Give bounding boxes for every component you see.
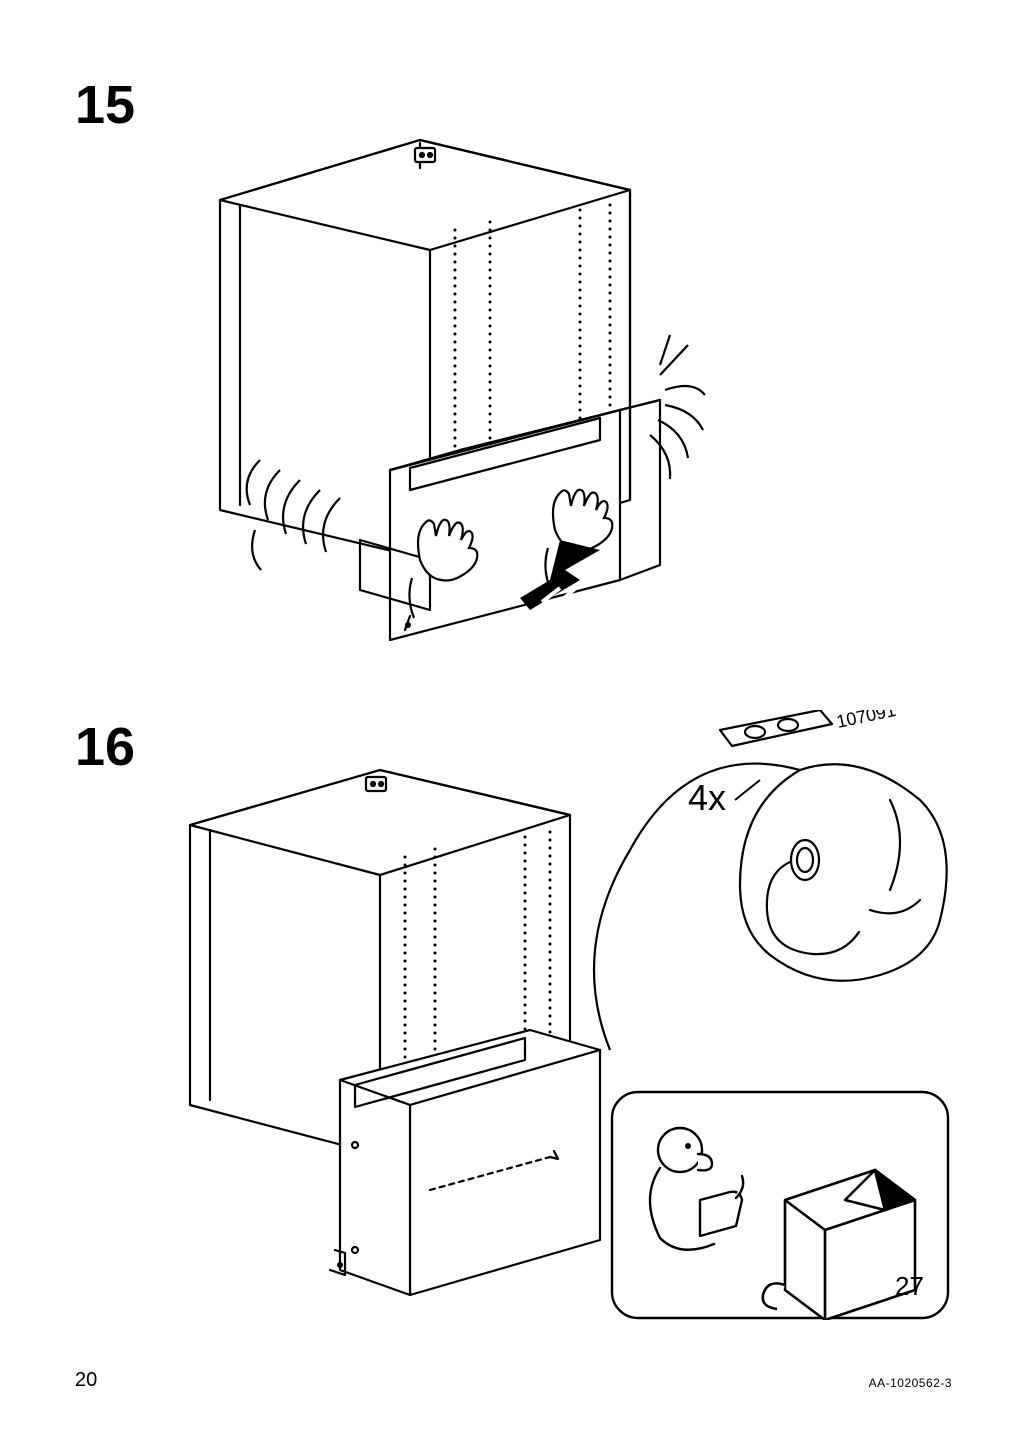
part-qty-label: 4x — [688, 777, 726, 818]
part-callout: 107091 4x — [570, 710, 970, 1090]
step-15-illustration — [160, 110, 800, 670]
part-number-label: 107091 — [835, 710, 898, 732]
footer-doc-id: AA-1020562-3 — [869, 1376, 952, 1390]
reference-box: 27 — [610, 1090, 950, 1320]
reference-page-number: 27 — [895, 1271, 924, 1301]
step-16-number: 16 — [75, 720, 135, 774]
page: 15 16 — [0, 0, 1012, 1432]
step-15-number: 15 — [75, 78, 135, 132]
footer-page-number: 20 — [75, 1369, 97, 1392]
